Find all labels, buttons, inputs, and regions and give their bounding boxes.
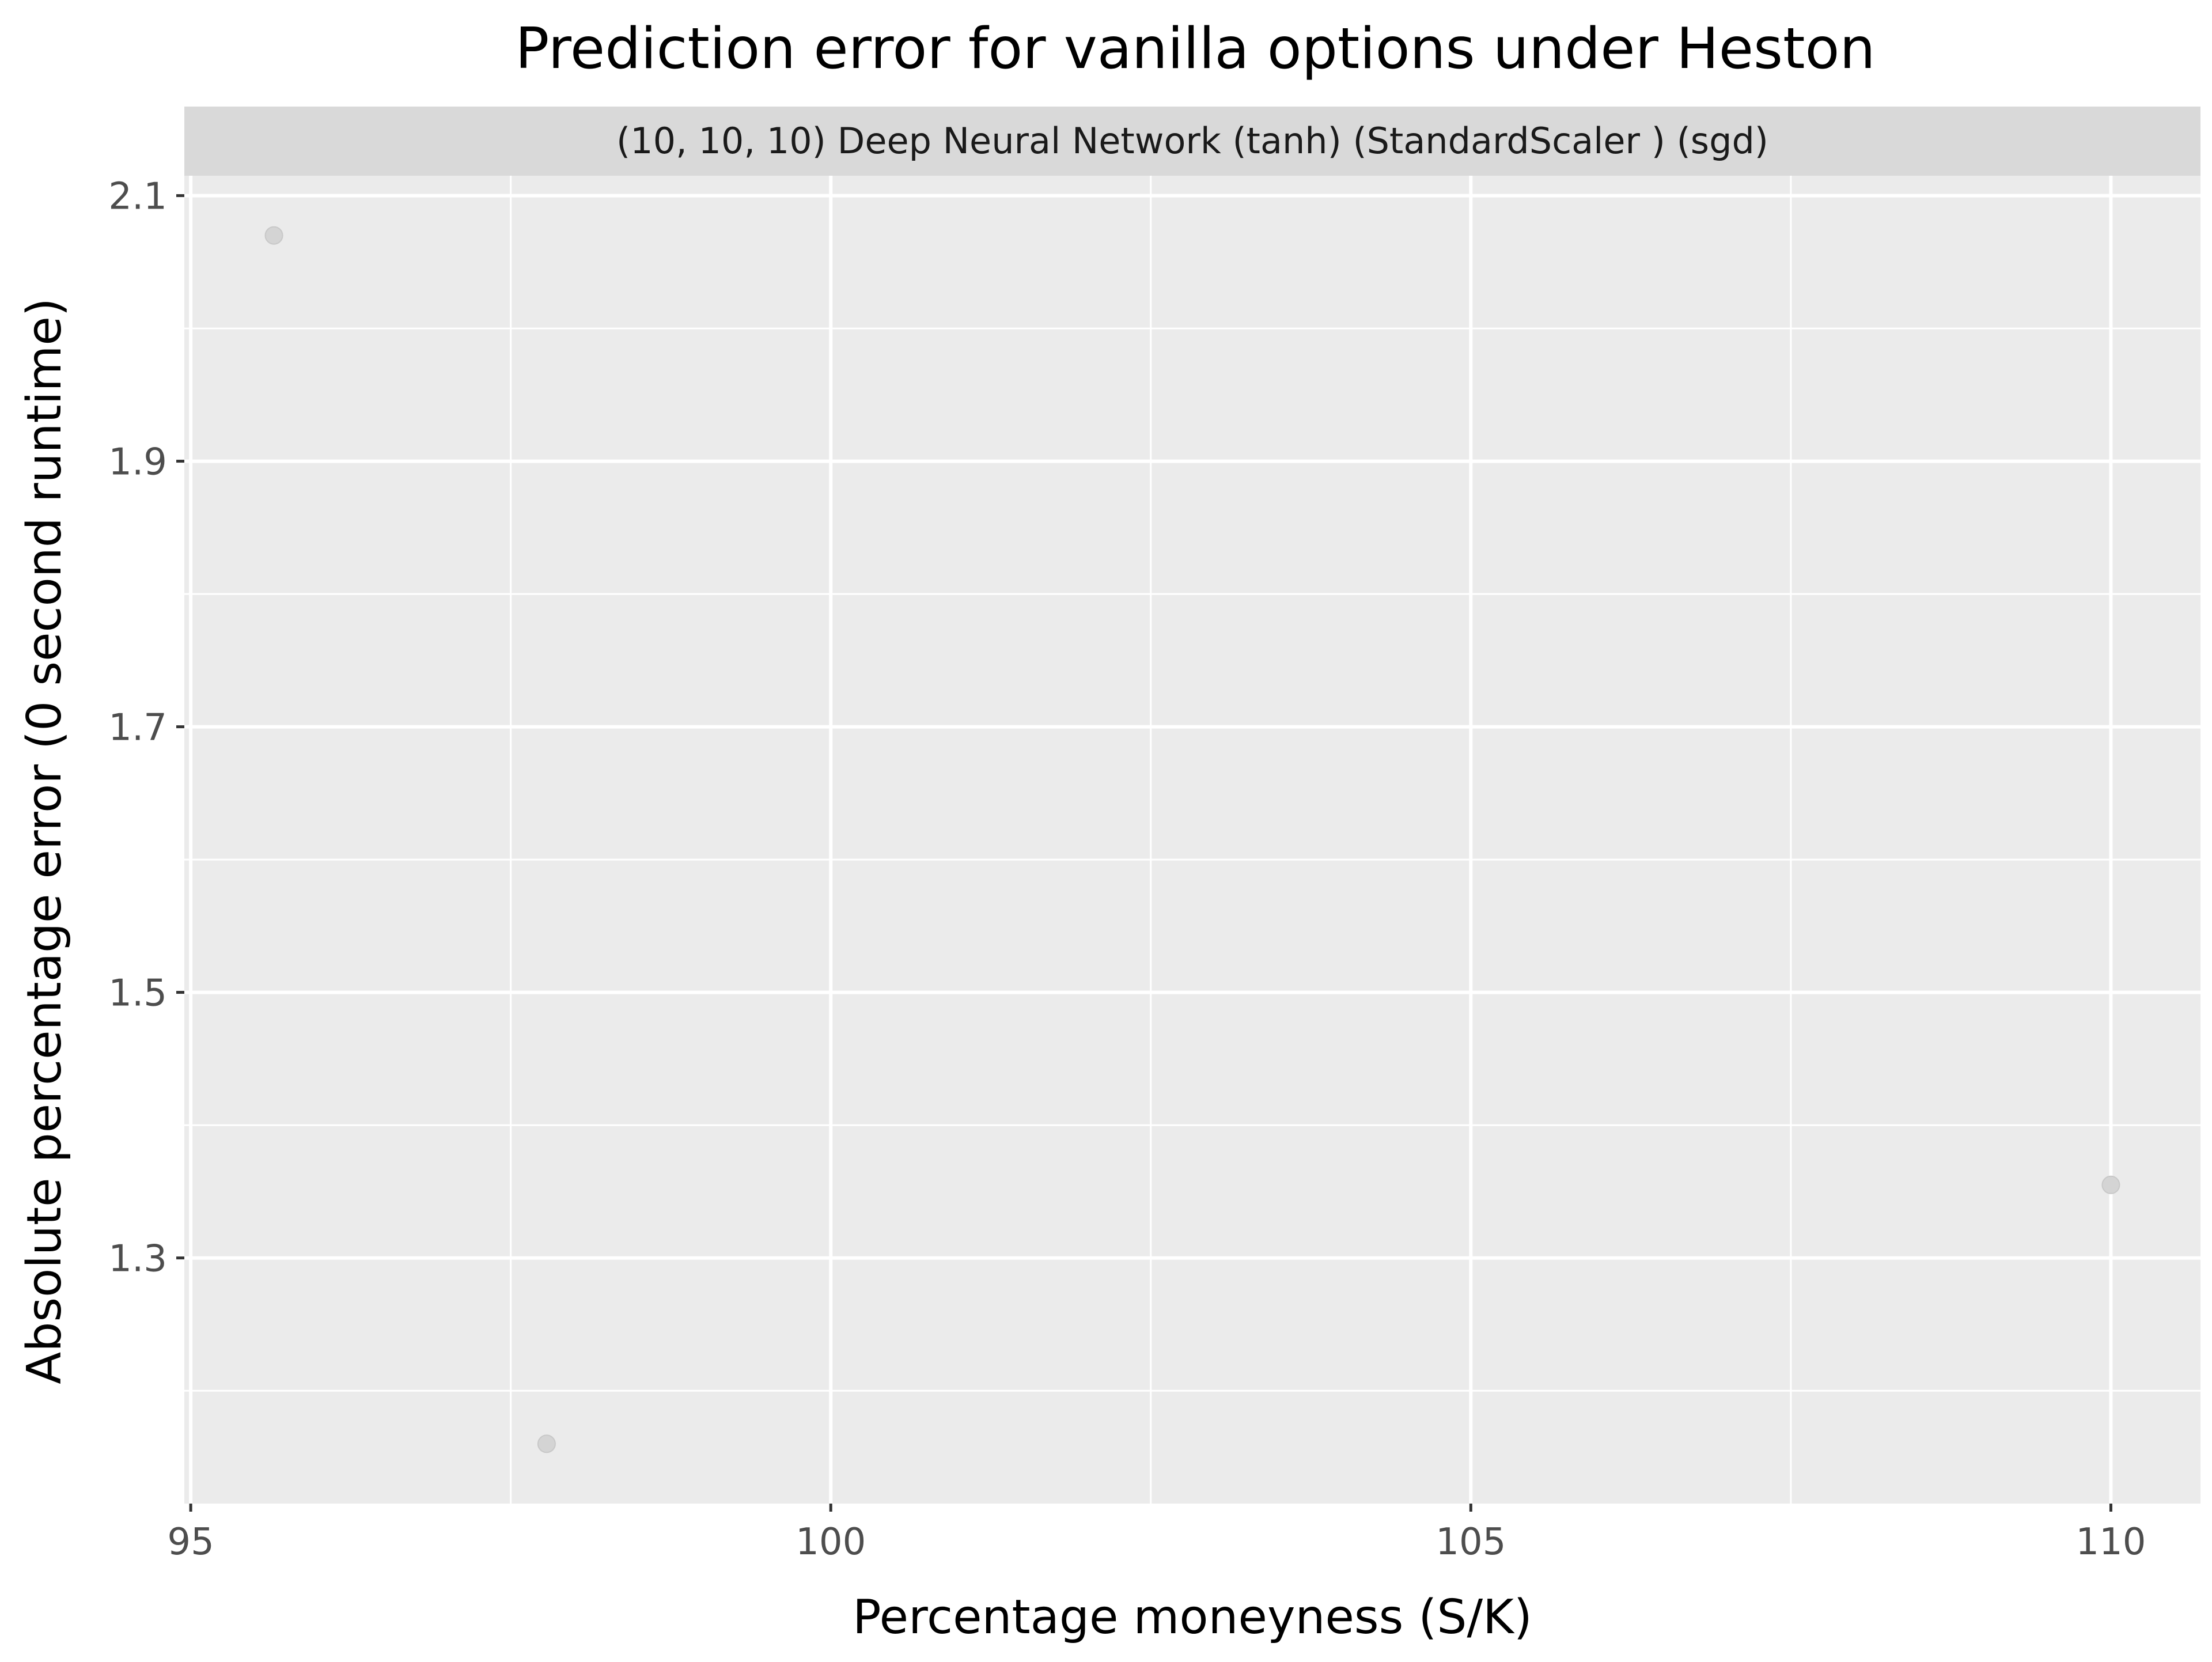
x-axis-title: Percentage moneyness (S/K): [853, 1590, 1532, 1645]
y-tick-label: 2.1: [108, 176, 167, 218]
x-tick-label: 110: [2075, 1521, 2146, 1563]
y-tick-label: 1.7: [108, 707, 167, 749]
major-gridlines: [184, 176, 2200, 1504]
data-points: [264, 226, 2120, 1453]
data-point: [537, 1434, 556, 1453]
chart-title: Prediction error for vanilla options und…: [515, 16, 1875, 82]
x-axis: 95 100 105 110: [167, 1504, 2146, 1563]
facet-strip: [184, 107, 2200, 176]
plot-panel: [184, 176, 2200, 1504]
y-tick-label: 1.3: [108, 1238, 167, 1281]
y-axis: 1.3 1.5 1.7 1.9 2.1: [108, 176, 184, 1281]
y-axis-title: Absolute percentage error (0 second runt…: [17, 298, 72, 1384]
y-tick-label: 1.5: [108, 972, 167, 1015]
x-tick-label: 95: [167, 1521, 214, 1563]
x-tick-label: 100: [796, 1521, 866, 1563]
y-tick-label: 1.9: [108, 441, 167, 484]
data-point: [264, 226, 283, 245]
facet-label: (10, 10, 10) Deep Neural Network (tanh) …: [616, 120, 1768, 162]
minor-gridlines: [184, 176, 2200, 1504]
x-tick-label: 105: [1435, 1521, 1506, 1563]
data-point: [2101, 1175, 2120, 1194]
